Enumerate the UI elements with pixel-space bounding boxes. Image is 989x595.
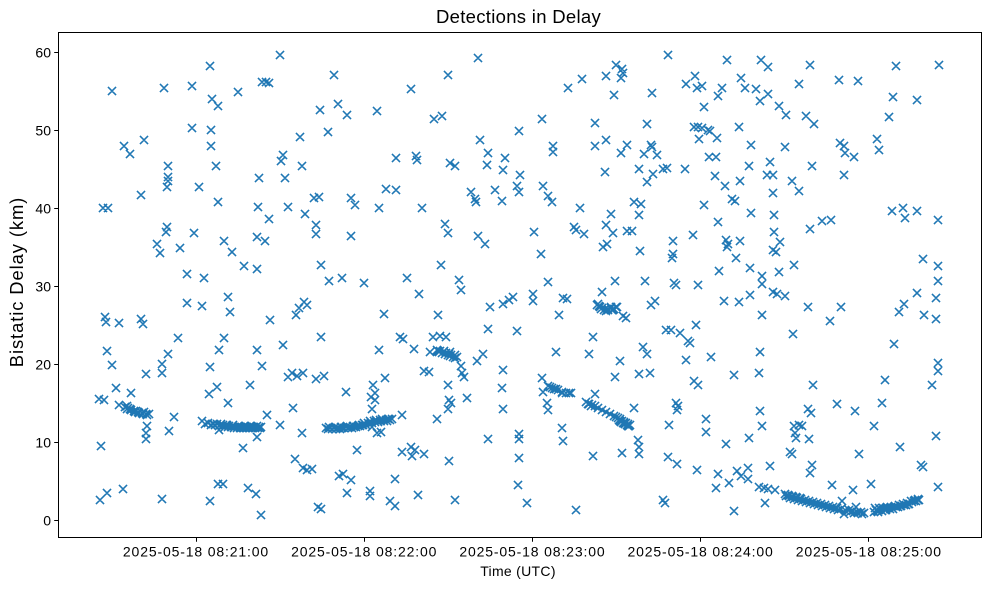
svg-text:Detections in Delay: Detections in Delay [436, 6, 602, 27]
svg-text:2025-05-18 08:21:00: 2025-05-18 08:21:00 [123, 544, 269, 560]
svg-text:2025-05-18 08:23:00: 2025-05-18 08:23:00 [459, 544, 605, 560]
svg-text:Time (UTC): Time (UTC) [480, 563, 556, 579]
svg-text:0: 0 [43, 513, 51, 529]
svg-text:2025-05-18 08:22:00: 2025-05-18 08:22:00 [291, 544, 437, 560]
svg-text:50: 50 [35, 122, 51, 138]
svg-text:2025-05-18 08:24:00: 2025-05-18 08:24:00 [628, 544, 774, 560]
svg-text:2025-05-18 08:25:00: 2025-05-18 08:25:00 [796, 544, 942, 560]
svg-text:20: 20 [35, 357, 51, 373]
svg-text:30: 30 [35, 278, 51, 294]
svg-text:10: 10 [35, 435, 51, 451]
svg-text:40: 40 [35, 200, 51, 216]
svg-text:Bistatic Delay (km): Bistatic Delay (km) [6, 197, 27, 367]
svg-text:60: 60 [35, 44, 51, 60]
